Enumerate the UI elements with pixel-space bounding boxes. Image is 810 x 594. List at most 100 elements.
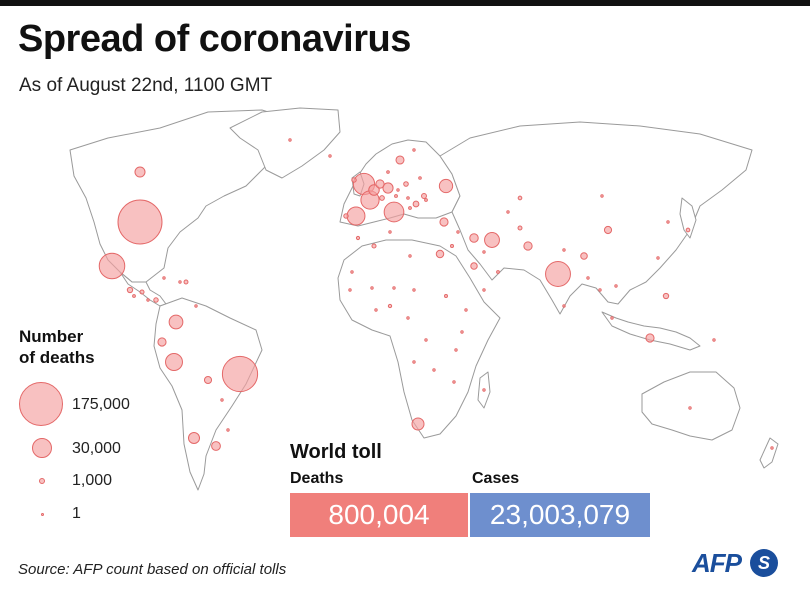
deaths-value-box: 800,004 (290, 493, 468, 537)
bubble-austria (394, 194, 398, 198)
bubble-vietnam (614, 284, 618, 288)
bubble-greenland (288, 138, 292, 142)
bubble-thailand (598, 288, 602, 292)
bubble-mauritania (350, 270, 354, 274)
bubble-ethiopia (464, 308, 468, 312)
bubble-india (545, 261, 571, 287)
indonesia-shape (601, 311, 701, 351)
bubble-uruguay (226, 428, 230, 432)
bubble-ukraine (421, 193, 427, 199)
new-zealand-shape (759, 437, 779, 469)
south-america-shape (153, 297, 263, 491)
bubble-denmark (386, 170, 390, 174)
bubble-saudi-arabia (470, 262, 478, 270)
japan-shape (679, 197, 697, 239)
bubble-portugal (343, 213, 349, 219)
bubble-syria (456, 230, 460, 234)
bubble-afghanistan (517, 225, 523, 231)
bubble-uzbekistan (506, 210, 510, 214)
bubble-malaysia (610, 316, 614, 320)
bubble-mongolia (600, 194, 604, 198)
bubble-netherlands (375, 179, 385, 189)
bubble-venezuela (194, 304, 198, 308)
bubble-el-salvador (132, 294, 136, 298)
bubble-honduras (139, 289, 145, 295)
bubble-angola (412, 360, 416, 364)
bubble-egypt (435, 249, 445, 259)
legend-label-30000: 30,000 (72, 440, 121, 457)
bubble-usa (117, 199, 163, 245)
bubble-china (603, 225, 613, 235)
bubble-chad (412, 288, 416, 292)
bubble-iraq (469, 233, 479, 243)
bubble-hungary (406, 196, 410, 200)
africa-shape (337, 239, 501, 439)
bubble-nigeria (387, 303, 393, 309)
bubble-canada (134, 166, 146, 178)
bubble-niger (392, 286, 396, 290)
bubble-japan (685, 227, 691, 233)
bubble-algeria (371, 243, 377, 249)
bubble-mali (370, 286, 374, 290)
bubble-serbia (408, 206, 412, 210)
bubble-australia (688, 406, 692, 410)
bubble-sudan (444, 294, 448, 298)
bubble-ecuador (157, 337, 167, 347)
bubble-bolivia (203, 375, 213, 385)
bubble-belgium (368, 184, 380, 196)
australia-shape (641, 371, 741, 441)
bubble-tunisia (388, 230, 392, 234)
legend-label-1: 1 (72, 505, 81, 522)
bubble-indonesia (645, 333, 655, 343)
bubble-switzerland (379, 195, 385, 201)
bubble-dominican-rep- (183, 279, 189, 285)
legend-label-1000: 1,000 (72, 472, 113, 489)
bubble-south-korea (666, 220, 670, 224)
bubble-russia (438, 178, 454, 194)
deaths-label: Deaths (290, 470, 344, 487)
bubble-iceland (328, 154, 332, 158)
cases-value-box: 23,003,079 (470, 493, 650, 537)
bubble-iran (484, 232, 500, 248)
legend-circle-175000 (19, 382, 63, 426)
source-note: Source: AFP count based on official toll… (18, 561, 287, 578)
bubble-south-africa (411, 417, 425, 431)
land-masses (69, 107, 779, 491)
bubble-argentina (211, 441, 221, 451)
bubble-paraguay (220, 398, 224, 402)
bubble-zambia (432, 368, 436, 372)
bubble-oman (496, 270, 500, 274)
bubble-dr-congo (424, 338, 428, 342)
bubble-yemen (482, 288, 486, 292)
bubble-spain (346, 206, 366, 226)
bubble-mozambique (452, 380, 456, 384)
bubble-kenya (460, 330, 464, 334)
top-rule (0, 0, 810, 6)
bubble-chile (187, 431, 201, 445)
bubble-bangladesh (580, 252, 588, 260)
bubble-philippines (662, 292, 670, 300)
bubble-peru (165, 353, 183, 371)
bubble-brazil (221, 355, 259, 393)
bubble-morocco (355, 235, 361, 241)
cases-label: Cases (472, 470, 520, 487)
bubble-libya (408, 254, 412, 258)
bubble-taiwan (656, 256, 660, 260)
bubble-guatemala (126, 286, 134, 294)
bubble-nepal (562, 248, 566, 252)
legend-circle-1 (41, 513, 44, 516)
bubble-panama (153, 297, 159, 303)
bubble-cameroon (406, 316, 410, 320)
bubble-finland (412, 148, 416, 152)
bubble-turkey (439, 217, 449, 227)
bubble-pakistan (523, 241, 533, 251)
afp-logo-text: AFP (692, 548, 742, 578)
legend-title-line1: Number (19, 327, 84, 346)
page-subtitle: As of August 22nd, 1100 GMT (19, 75, 273, 96)
bubble-romania (412, 200, 420, 208)
greenland-shape (229, 107, 341, 179)
bubble-poland (403, 181, 409, 187)
bubble-belarus (418, 176, 422, 180)
world-map (69, 107, 779, 491)
bubble-cuba (162, 276, 166, 280)
